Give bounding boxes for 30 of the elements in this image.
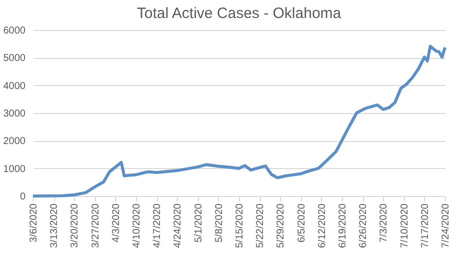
chart-title: Total Active Cases - Oklahoma xyxy=(136,5,342,22)
x-tick-label: 6/5/2020 xyxy=(296,203,308,242)
x-tick-label: 4/3/2020 xyxy=(110,203,122,242)
x-tick-label: 7/17/2020 xyxy=(420,203,431,248)
y-tick-label: 5000 xyxy=(3,53,26,64)
y-tick-label: 4000 xyxy=(3,80,26,92)
y-tick-label: 6000 xyxy=(3,26,26,36)
x-tick-label: 6/12/2020 xyxy=(316,203,328,248)
x-tick-label: 6/26/2020 xyxy=(358,203,370,248)
x-tick-label: 7/3/2020 xyxy=(378,203,390,242)
x-tick-label: 4/24/2020 xyxy=(172,203,184,248)
x-tick-label: 5/8/2020 xyxy=(214,203,225,242)
x-tick-label: 5/22/2020 xyxy=(255,203,266,248)
line-series xyxy=(32,44,446,198)
x-tick-label: 3/13/2020 xyxy=(49,203,60,248)
y-tick-label: 3000 xyxy=(3,108,26,120)
y-tick-label: 1000 xyxy=(3,164,26,175)
y-tick-label: 0 xyxy=(20,192,26,202)
y-tick-label: 2000 xyxy=(3,136,26,148)
x-tick-label: 5/15/2020 xyxy=(234,203,246,248)
x-tick-label: 4/10/2020 xyxy=(132,203,142,248)
x-tick-label: 4/17/2020 xyxy=(152,203,164,248)
x-tick-label: 3/27/2020 xyxy=(90,203,102,248)
x-tick-label: 3/20/2020 xyxy=(70,203,81,248)
x-tick-label: 5/29/2020 xyxy=(276,203,287,248)
x-tick-label: 6/19/2020 xyxy=(338,203,348,248)
x-tick-label: 5/1/2020 xyxy=(193,203,204,242)
x-tick-label: 3/6/2020 xyxy=(28,203,40,242)
x-tick-label: 7/10/2020 xyxy=(399,203,410,248)
x-tick-label: 7/24/2020 xyxy=(440,203,452,248)
